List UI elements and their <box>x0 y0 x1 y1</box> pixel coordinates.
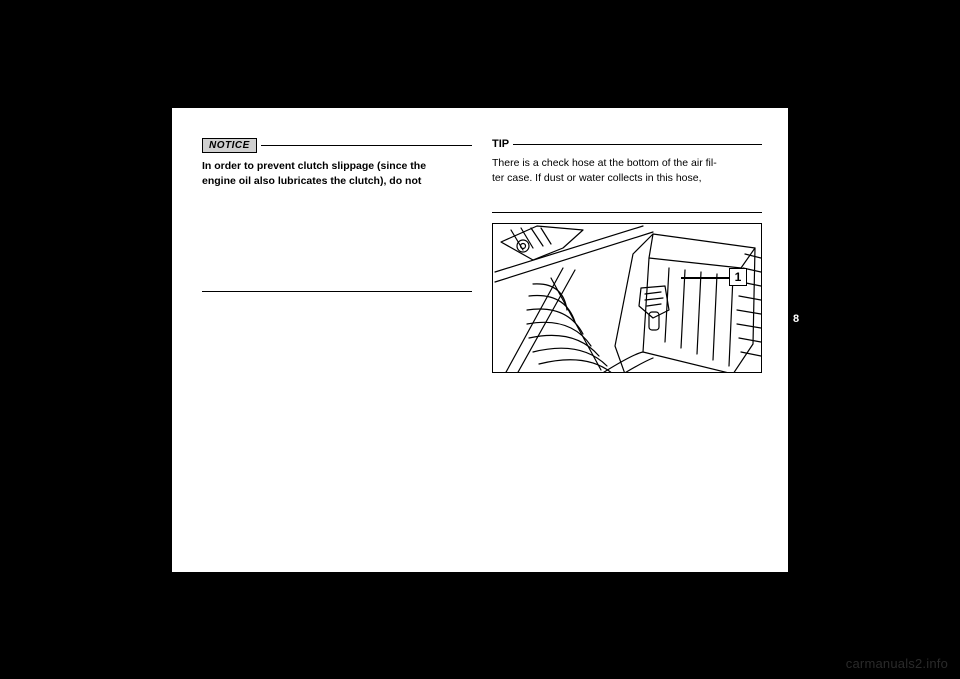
figure-line-art <box>493 224 762 373</box>
right-column: TIP There is a check hose at the bottom … <box>492 138 762 373</box>
callout-number-box: 1 <box>729 268 747 286</box>
tip-rule-line <box>513 144 762 145</box>
notice-rule-line <box>261 145 472 146</box>
right-column-hr <box>492 212 762 213</box>
tip-heading-row: TIP <box>492 138 762 150</box>
air-filter-check-hose-figure: 1 <box>492 223 762 373</box>
chapter-tab: 8 <box>788 308 804 330</box>
watermark-text: carmanuals2.info <box>846 656 948 671</box>
tip-body-line-1: There is a check hose at the bottom of t… <box>492 156 762 171</box>
notice-body-line-1: In order to prevent clutch slippage (sin… <box>202 159 472 174</box>
tip-body-line-2: ter case. If dust or water collects in t… <box>492 171 762 186</box>
manual-page: NOTICE In order to prevent clutch slippa… <box>172 108 788 572</box>
tip-label: TIP <box>492 138 509 150</box>
notice-badge: NOTICE <box>202 138 257 153</box>
left-column: NOTICE In order to prevent clutch slippa… <box>202 138 472 300</box>
notice-body-line-2: engine oil also lubricates the clutch), … <box>202 174 472 189</box>
left-column-hr <box>202 291 472 292</box>
notice-heading-row: NOTICE <box>202 138 472 153</box>
callout-leader-line <box>681 277 729 279</box>
